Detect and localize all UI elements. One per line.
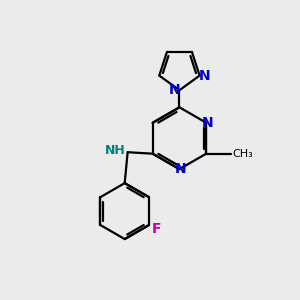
Text: F: F (151, 222, 161, 236)
Text: N: N (201, 116, 213, 130)
Text: N: N (168, 83, 180, 97)
Text: N: N (175, 162, 186, 176)
Text: CH₃: CH₃ (233, 149, 254, 159)
Text: NH: NH (104, 144, 125, 157)
Text: N: N (199, 69, 211, 82)
